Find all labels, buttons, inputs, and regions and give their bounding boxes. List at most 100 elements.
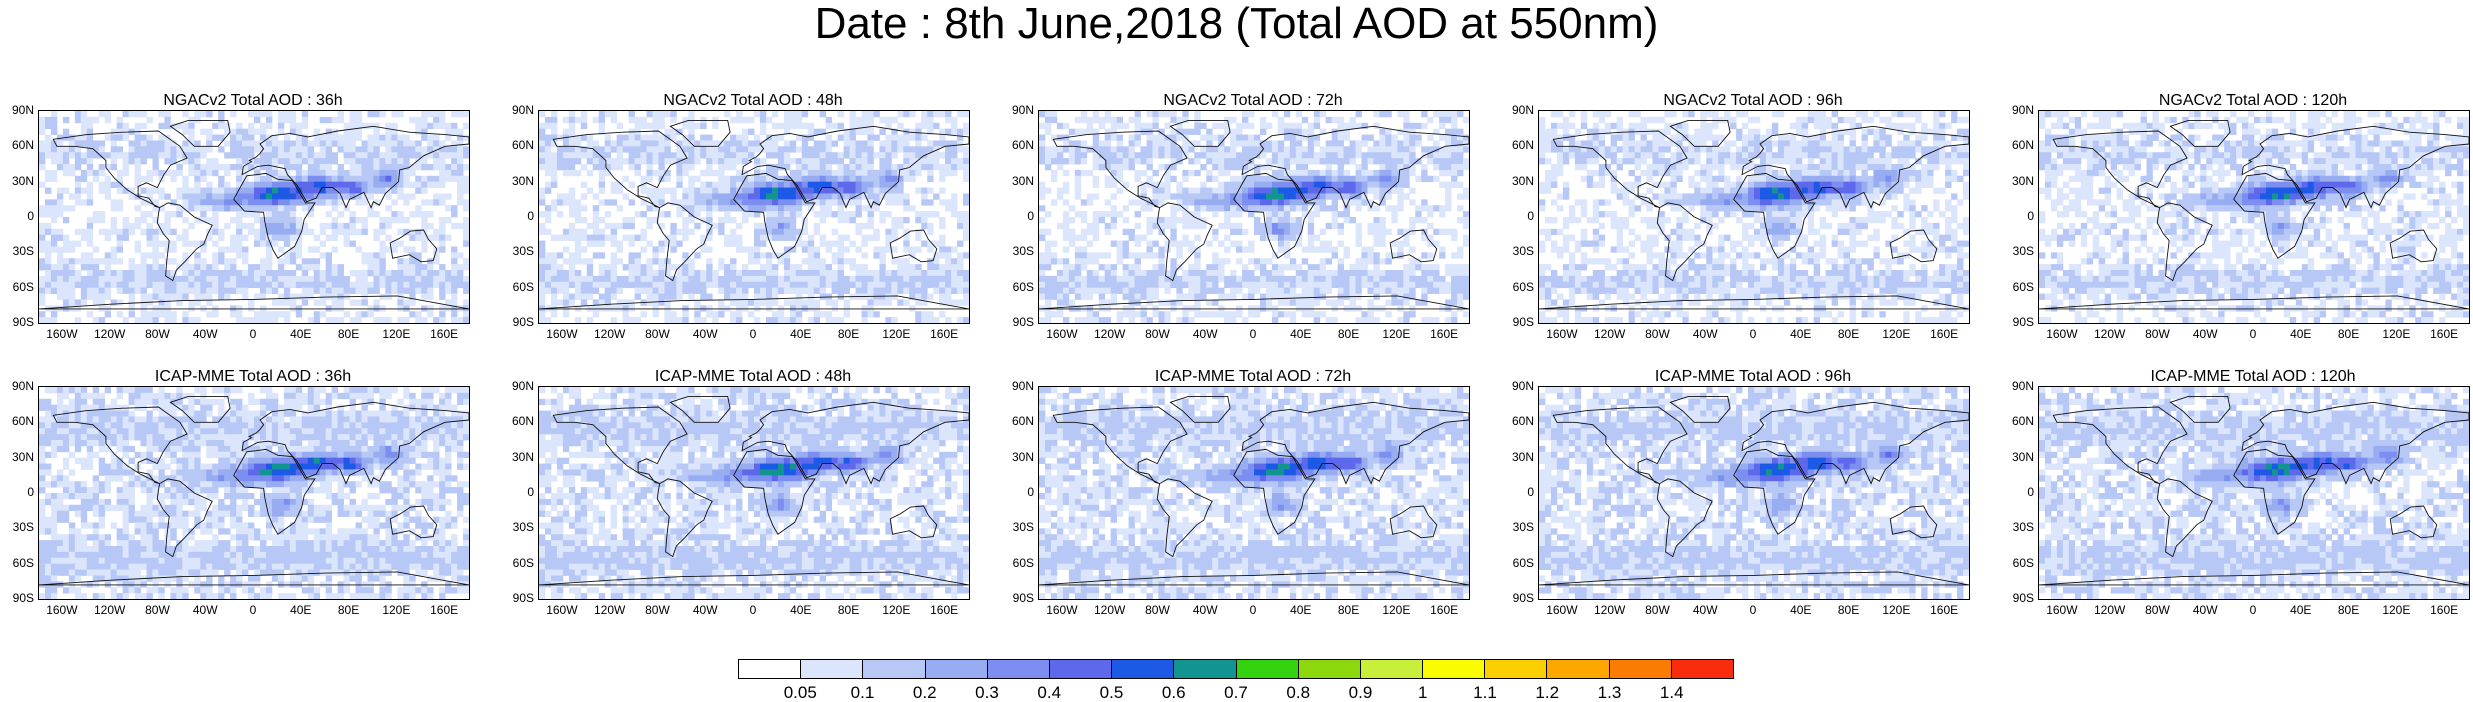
lon-tick-label: 40W [1682, 604, 1728, 616]
lat-tick-label: 30N [498, 451, 534, 463]
lon-tick-label: 40W [182, 604, 228, 616]
lon-tick-label: 40E [778, 604, 824, 616]
lon-tick-label: 120W [2087, 604, 2133, 616]
lon-tick-label: 120E [2373, 328, 2419, 340]
lat-tick-label: 60N [1998, 139, 2034, 151]
lon-tick-label: 0 [230, 604, 276, 616]
lat-tick-label: 60N [498, 415, 534, 427]
colorbar-label: 0.3 [962, 684, 1012, 701]
lon-tick-label: 160W [1539, 328, 1585, 340]
lon-tick-label: 40W [182, 328, 228, 340]
colorbar-swatch [1299, 660, 1361, 678]
lat-tick-label: 60N [998, 415, 1034, 427]
lon-tick-label: 160W [2039, 328, 2085, 340]
colorbar-swatch [1112, 660, 1174, 678]
lat-tick-label: 60S [0, 557, 34, 569]
lon-tick-label: 120E [373, 328, 419, 340]
lon-tick-label: 120W [587, 328, 633, 340]
lon-tick-label: 40E [1778, 328, 1824, 340]
lon-tick-label: 40E [2278, 604, 2324, 616]
lat-tick-label: 90S [0, 592, 34, 604]
lon-tick-label: 160W [2039, 604, 2085, 616]
lon-tick-label: 160W [539, 604, 585, 616]
lat-tick-label: 90N [1498, 380, 1534, 392]
lat-tick-label: 0 [1998, 486, 2034, 498]
lon-tick-label: 0 [230, 328, 276, 340]
lon-tick-label: 120W [87, 328, 133, 340]
lon-tick-label: 80E [826, 604, 872, 616]
lon-tick-label: 80W [1634, 604, 1680, 616]
colorbar-label: 1.2 [1522, 684, 1572, 701]
lat-tick-label: 30N [998, 451, 1034, 463]
lon-tick-label: 0 [1230, 604, 1276, 616]
lat-tick-label: 30N [1998, 451, 2034, 463]
lat-tick-label: 30S [998, 521, 1034, 533]
lon-tick-label: 80E [1826, 328, 1872, 340]
lat-tick-label: 60N [1498, 415, 1534, 427]
colorbar-label: 1 [1398, 684, 1448, 701]
lat-tick-label: 60S [998, 281, 1034, 293]
colorbar-swatch [1547, 660, 1609, 678]
lon-tick-label: 0 [730, 328, 776, 340]
colorbar-swatch [1237, 660, 1299, 678]
lon-tick-label: 80E [326, 604, 372, 616]
lat-tick-label: 0 [998, 486, 1034, 498]
lon-tick-label: 160E [1421, 328, 1467, 340]
lat-tick-label: 0 [0, 210, 34, 222]
aod-map [38, 110, 470, 324]
colorbar-swatch [1361, 660, 1423, 678]
colorbar-swatch [1610, 660, 1672, 678]
lon-tick-label: 40W [682, 328, 728, 340]
lat-tick-label: 60N [0, 415, 34, 427]
lon-tick-label: 0 [2230, 328, 2276, 340]
lat-tick-label: 0 [998, 210, 1034, 222]
lon-tick-label: 160E [921, 328, 967, 340]
lon-tick-label: 80W [1134, 328, 1180, 340]
lat-tick-label: 0 [498, 210, 534, 222]
lat-tick-label: 60S [1498, 557, 1534, 569]
lat-tick-label: 90N [1998, 380, 2034, 392]
lon-tick-label: 40E [2278, 328, 2324, 340]
lat-tick-label: 30N [498, 175, 534, 187]
lat-tick-label: 0 [1498, 486, 1534, 498]
panel-title: NGACv2 Total AOD : 36h [38, 92, 468, 110]
lat-tick-label: 90N [1998, 104, 2034, 116]
colorbar-label: 0.05 [775, 684, 825, 701]
colorbar-swatch [1174, 660, 1236, 678]
lat-tick-label: 90S [498, 316, 534, 328]
lat-tick-label: 30S [498, 521, 534, 533]
lon-tick-label: 40W [1682, 328, 1728, 340]
lat-tick-label: 0 [498, 486, 534, 498]
lon-tick-label: 160E [1921, 604, 1967, 616]
lon-tick-label: 120W [87, 604, 133, 616]
lat-tick-label: 60S [1998, 281, 2034, 293]
lon-tick-label: 80E [826, 328, 872, 340]
panel-title: NGACv2 Total AOD : 96h [1538, 92, 1968, 110]
lat-tick-label: 90S [1998, 592, 2034, 604]
lat-tick-label: 90S [1498, 316, 1534, 328]
lat-tick-label: 90N [498, 104, 534, 116]
lat-tick-label: 60S [1498, 281, 1534, 293]
lon-tick-label: 80W [1634, 328, 1680, 340]
lat-tick-label: 30N [0, 175, 34, 187]
lat-tick-label: 30S [498, 245, 534, 257]
lon-tick-label: 120E [2373, 604, 2419, 616]
lon-tick-label: 80W [2134, 328, 2180, 340]
lat-tick-label: 60S [1998, 557, 2034, 569]
lat-tick-label: 30N [0, 451, 34, 463]
panel-title: NGACv2 Total AOD : 72h [1038, 92, 1468, 110]
aod-map [1538, 386, 1970, 600]
lon-tick-label: 0 [730, 604, 776, 616]
aod-map [1038, 386, 1470, 600]
lon-tick-label: 160E [2421, 604, 2467, 616]
lon-tick-label: 120W [2087, 328, 2133, 340]
lon-tick-label: 40W [2182, 604, 2228, 616]
colorbar-swatch [739, 660, 801, 678]
